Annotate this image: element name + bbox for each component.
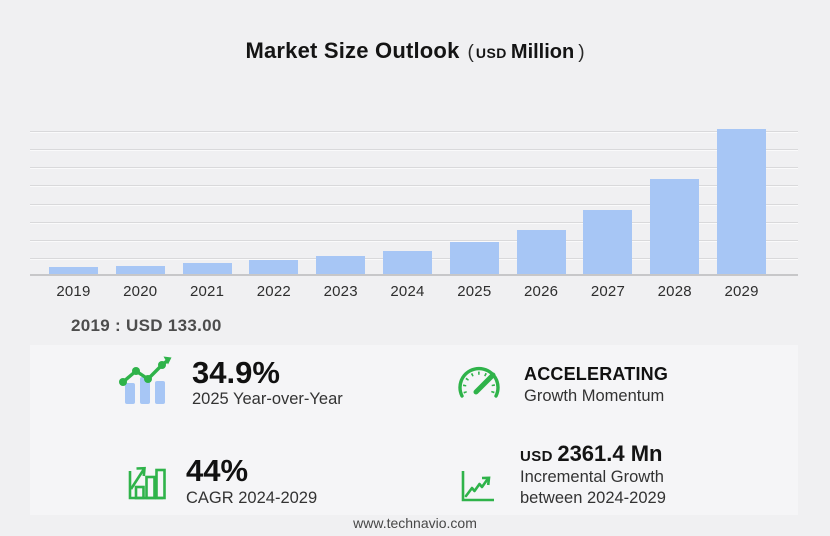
x-axis-label-2028: 2028 [657, 283, 692, 300]
bar-2026 [516, 230, 566, 274]
stat-value: 34.9% [192, 354, 280, 390]
bar-2020 [115, 266, 165, 274]
trend-line-bars-icon [118, 355, 174, 412]
chart-bars [40, 129, 775, 274]
stat-value: ACCELERATING [524, 364, 669, 385]
bar-slot [307, 129, 374, 274]
stat-value: 2361.4 Mn [557, 441, 663, 466]
x-axis-label-2027: 2027 [590, 283, 625, 300]
x-axis-label-2026: 2026 [524, 283, 559, 300]
stat-label: Growth Momentum [524, 386, 665, 405]
bar-2024 [382, 251, 432, 274]
stat-value-line: USD 2361.4 Mn [520, 441, 666, 467]
page-title: Market Size Outlook (USD Million) [0, 38, 830, 64]
base-year-value-label: 2019 : USD 133.00 [71, 316, 222, 335]
bar-2025 [449, 242, 499, 274]
bar-2023 [316, 256, 366, 274]
stat-label: 2025 Year-over-Year [192, 390, 343, 409]
stat-cagr: 44% CAGR 2024-2029 [124, 453, 318, 508]
x-axis-label-2025: 2025 [457, 283, 492, 300]
bar-2028 [650, 179, 700, 274]
bar-slot [174, 129, 241, 274]
stat-value: 44% [186, 453, 249, 488]
title-unit: Million [510, 41, 575, 63]
stat-label: CAGR 2024-2029 [186, 488, 318, 507]
stat-value-prefix: USD [520, 448, 553, 465]
gridline [30, 185, 798, 187]
bar-slot [575, 129, 642, 274]
x-axis-label-2021: 2021 [189, 283, 225, 300]
footer: www.technavio.com [0, 515, 830, 531]
bar-slot [40, 129, 107, 274]
gridline [30, 221, 798, 223]
title-currency: USD [475, 45, 507, 61]
stat-year-over-year: 34.9% 2025 Year-over-Year [118, 355, 343, 412]
title-paren-open: ( [467, 42, 474, 63]
line-growth-axes-icon [458, 467, 498, 510]
bar-slot [508, 129, 575, 274]
stat-label-line2: between 2024-2029 [520, 488, 666, 507]
bar-slot [374, 129, 441, 274]
x-axis-label-2022: 2022 [256, 283, 291, 300]
stat-label-line1: Incremental Growth [520, 468, 664, 486]
x-axis-label-2023: 2023 [323, 283, 358, 300]
bar-2021 [182, 263, 232, 274]
gridline [30, 239, 798, 241]
title-paren-close: ) [578, 42, 585, 63]
title-main: Market Size Outlook [245, 38, 460, 63]
x-axis-label-2019: 2019 [56, 283, 91, 300]
stat-growth-momentum: ACCELERATING Growth Momentum [454, 361, 668, 410]
website-link[interactable]: www.technavio.com [353, 515, 477, 531]
gridline [30, 203, 798, 205]
bar-slot [641, 129, 708, 274]
bar-slot [107, 129, 174, 274]
gridline [30, 167, 798, 169]
bar-2029 [717, 129, 767, 274]
stat-incremental-growth: USD 2361.4 Mn Incremental Growth between… [458, 441, 666, 510]
bar-2027 [583, 210, 633, 274]
bar-slot [240, 129, 307, 274]
bar-2019 [48, 267, 98, 274]
gridline [30, 131, 798, 132]
bar-slot [441, 129, 508, 274]
bar-2022 [249, 260, 299, 274]
bar-slot [708, 129, 775, 274]
x-axis-label-2024: 2024 [390, 283, 425, 300]
x-axis-label-2029: 2029 [724, 283, 759, 300]
stats-panel: 34.9% 2025 Year-over-Year ACCELERATING G… [30, 345, 798, 515]
chart-plot-area [30, 129, 798, 276]
x-axis-label-2020: 2020 [123, 283, 158, 300]
gridline [30, 149, 798, 151]
speedometer-icon [454, 361, 504, 410]
bar-growth-icon [124, 456, 166, 507]
chart-x-axis-labels: 2019 2020 2021 2022 2023 2024 2025 2026 2027 2028… [40, 283, 775, 300]
